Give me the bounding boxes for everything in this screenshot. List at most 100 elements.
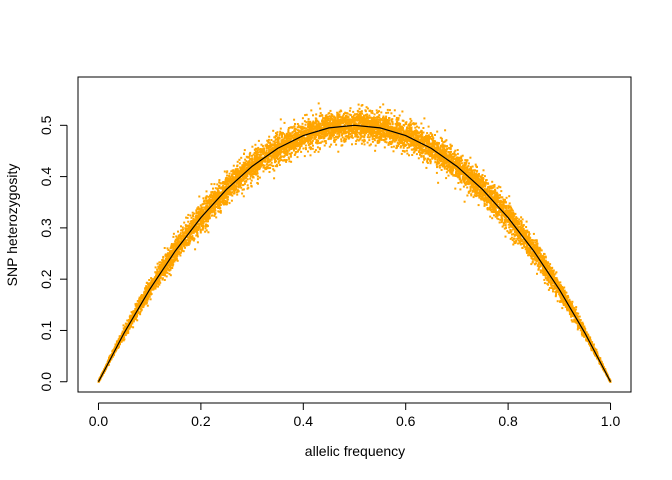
scatter-point: [148, 279, 151, 281]
scatter-point: [453, 155, 456, 158]
scatter-point: [233, 192, 235, 195]
scatter-point: [351, 132, 354, 135]
scatter-point: [212, 201, 215, 204]
scatter-point: [403, 130, 406, 133]
scatter-point: [498, 221, 501, 224]
scatter-point: [280, 159, 283, 161]
scatter-point: [404, 131, 407, 134]
scatter-point: [336, 116, 339, 119]
scatter-point: [542, 273, 545, 276]
scatter-point: [222, 189, 225, 192]
scatter-point: [309, 148, 312, 151]
scatter-point: [345, 120, 348, 123]
scatter-point: [260, 153, 263, 156]
scatter-point: [468, 190, 471, 193]
scatter-point: [513, 228, 516, 231]
scatter-point: [378, 137, 381, 140]
scatter-point: [251, 154, 253, 157]
scatter-point: [328, 112, 331, 115]
scatter-point: [274, 161, 276, 164]
scatter-point: [534, 241, 537, 244]
scatter-point: [239, 183, 242, 186]
scatter-point: [543, 282, 546, 285]
scatter-point: [521, 238, 524, 241]
scatter-point: [196, 233, 199, 236]
scatter-point: [371, 127, 374, 130]
scatter-point: [417, 126, 420, 129]
scatter-point: [343, 132, 346, 135]
scatter-point: [467, 190, 470, 193]
scatter-point: [395, 144, 398, 147]
scatter-point: [554, 290, 557, 293]
scatter-point: [489, 215, 492, 218]
scatter-point: [355, 140, 358, 143]
scatter-point: [349, 133, 352, 135]
scatter-point: [154, 266, 157, 269]
scatter-point: [158, 261, 161, 264]
scatter-point: [532, 232, 535, 235]
scatter-point: [297, 129, 300, 132]
scatter-point: [123, 338, 126, 341]
scatter-point: [484, 198, 487, 200]
scatter-point: [373, 129, 376, 132]
scatter-point: [327, 132, 330, 135]
scatter-point: [378, 135, 381, 138]
scatter-point: [335, 143, 338, 146]
scatter-point: [360, 112, 363, 115]
scatter-point: [282, 155, 285, 158]
scatter-point: [346, 119, 349, 122]
scatter-point: [430, 145, 433, 148]
scatter-point: [393, 115, 396, 117]
scatter-point: [346, 127, 349, 130]
scatter-point: [510, 236, 513, 239]
scatter-point: [130, 314, 132, 317]
scatter-point: [363, 127, 366, 130]
scatter-point: [186, 238, 189, 241]
scatter-point: [495, 206, 498, 209]
scatter-point: [218, 200, 221, 203]
scatter-point: [248, 154, 251, 157]
scatter-point: [333, 138, 336, 141]
scatter-point: [150, 277, 153, 280]
scatter-point: [340, 119, 343, 122]
scatter-point: [395, 147, 398, 150]
scatter-point: [202, 200, 205, 203]
scatter-point: [429, 132, 432, 135]
scatter-point: [465, 161, 468, 164]
scatter-point: [200, 214, 203, 217]
scatter-point: [228, 202, 231, 205]
scatter-point: [517, 231, 520, 234]
scatter-point: [466, 167, 469, 170]
scatter-point: [368, 139, 371, 142]
scatter-point: [358, 126, 361, 129]
scatter-point: [547, 288, 550, 291]
scatter-point: [570, 315, 573, 318]
scatter-point: [549, 263, 552, 266]
scatter-point: [236, 189, 239, 192]
scatter-point: [283, 154, 286, 157]
scatter-point: [394, 133, 397, 136]
scatter-point: [373, 113, 376, 116]
scatter-point: [386, 108, 389, 111]
scatter-point: [245, 160, 248, 163]
scatter-point: [553, 275, 556, 278]
scatter-point: [545, 274, 547, 277]
scatter-point: [255, 157, 258, 159]
scatter-point: [321, 120, 323, 123]
scatter-point: [201, 228, 204, 231]
scatter-point: [400, 152, 403, 155]
scatter-point: [154, 285, 157, 288]
scatter-point: [453, 153, 456, 155]
scatter-point: [494, 209, 497, 212]
scatter-point: [406, 126, 408, 129]
scatter-point: [238, 162, 241, 165]
scatter-point: [385, 141, 388, 144]
scatter-point: [574, 310, 576, 313]
scatter-point: [214, 209, 217, 212]
scatter-point: [571, 302, 573, 305]
scatter-point: [250, 185, 253, 188]
scatter-point: [481, 195, 484, 198]
scatter-point: [284, 159, 287, 162]
scatter-point: [543, 258, 546, 261]
scatter-point: [506, 230, 509, 233]
